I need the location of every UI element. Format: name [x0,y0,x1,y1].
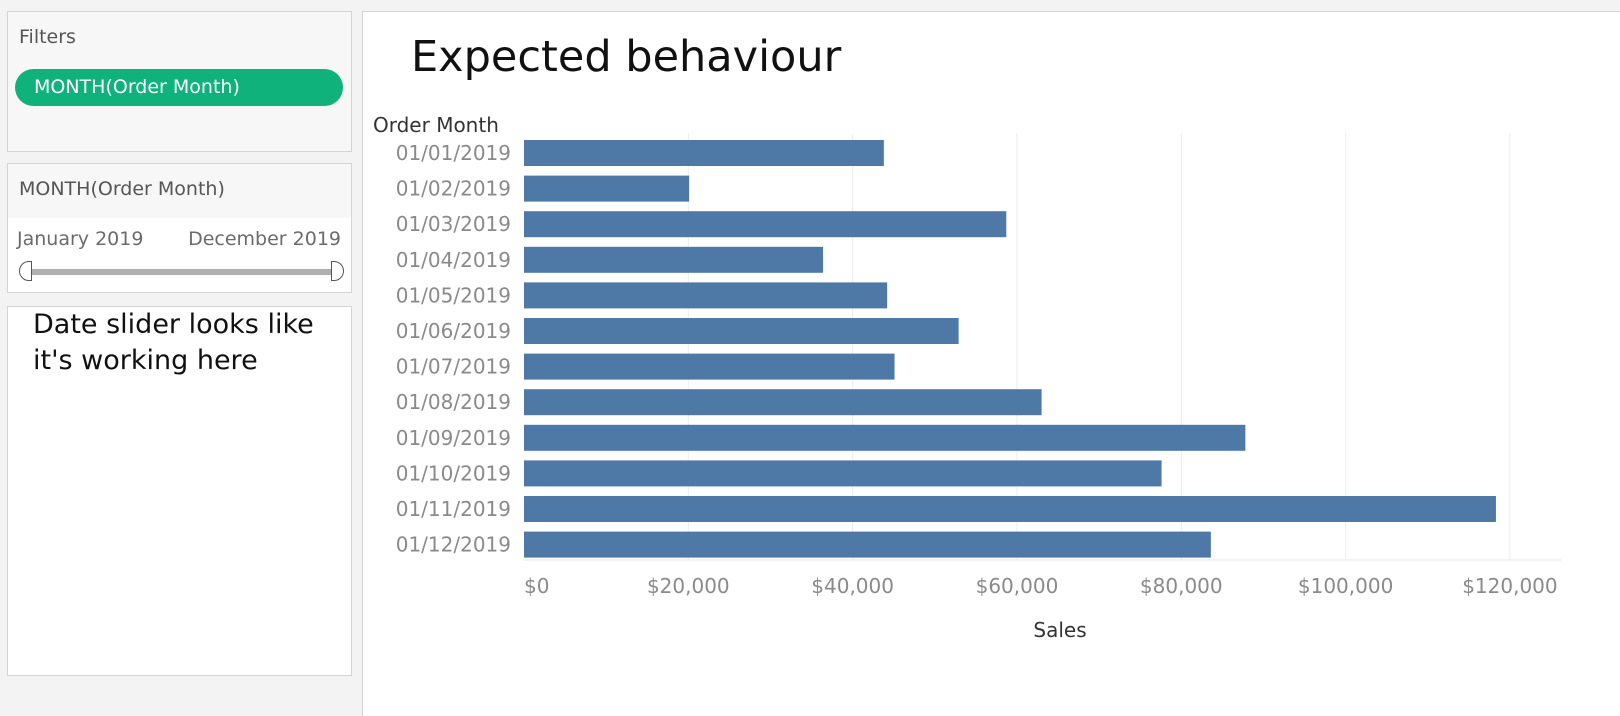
bar[interactable] [524,175,690,202]
note-card: Date slider looks like it's working here [7,306,352,676]
category-label: 01/08/2019 [396,390,511,414]
bar[interactable] [524,353,895,380]
bar[interactable] [524,140,884,166]
bar-chart: Order Month 01/01/2019 01/02/2019 01/03/20… [373,113,1561,642]
category-label: 01/09/2019 [396,426,511,450]
slider-end-label: December 2019 [188,228,341,250]
month-filter-pill[interactable]: MONTH(Order Month) [15,69,343,106]
x-tick-label: $60,000 [976,574,1059,598]
category-label: 01/05/2019 [396,283,511,307]
x-tick-label: $80,000 [1140,574,1223,598]
slider-start-label: January 2019 [17,228,144,250]
slider-start-handle[interactable] [19,261,32,281]
grid [524,133,1561,561]
category-labels: 01/01/2019 01/02/2019 01/03/2019 01/04/2019… [396,141,511,557]
bar[interactable] [524,318,959,344]
slider-title: MONTH(Order Month) [19,178,225,200]
slider-end-handle[interactable] [331,261,344,281]
x-axis-label: Sales [1033,618,1086,642]
date-slider-card: MONTH(Order Month) January 2019 December… [7,163,352,293]
category-label: 01/02/2019 [396,177,511,201]
bar[interactable] [524,389,1042,416]
bar[interactable] [524,496,1496,522]
bar[interactable] [524,211,1007,238]
chart-title: Expected behaviour [411,32,842,82]
bars [524,140,1496,558]
x-tick-label: $120,000 [1462,574,1557,598]
slider-header: MONTH(Order Month) [8,164,351,218]
bar[interactable] [524,424,1246,451]
category-label: 01/04/2019 [396,248,511,272]
category-header: Order Month [373,113,499,137]
category-label: 01/11/2019 [396,497,511,521]
x-axis-ticks: $0 $20,000 $40,000 $60,000 $80,000 $100,000 $1… [524,574,1558,598]
x-tick-label: $20,000 [647,574,730,598]
x-tick-label: $0 [524,574,549,598]
bar[interactable] [524,246,824,273]
bar[interactable] [524,531,1211,558]
filters-title: Filters [19,26,76,48]
note-text: Date slider looks like it's working here [33,309,314,376]
category-label: 01/06/2019 [396,319,511,343]
category-label: 01/12/2019 [396,533,511,557]
x-tick-label: $100,000 [1298,574,1393,598]
category-label: 01/03/2019 [396,212,511,236]
chart-card: Expected behaviour Order Month 01/01/201… [362,11,1620,716]
category-label: 01/01/2019 [396,141,511,165]
filters-card: Filters MONTH(Order Month) [7,11,352,152]
category-label: 01/07/2019 [396,355,511,379]
bar[interactable] [524,282,888,309]
x-tick-label: $40,000 [811,574,894,598]
bar[interactable] [524,460,1162,487]
slider-track[interactable] [25,269,337,275]
category-label: 01/10/2019 [396,461,511,485]
